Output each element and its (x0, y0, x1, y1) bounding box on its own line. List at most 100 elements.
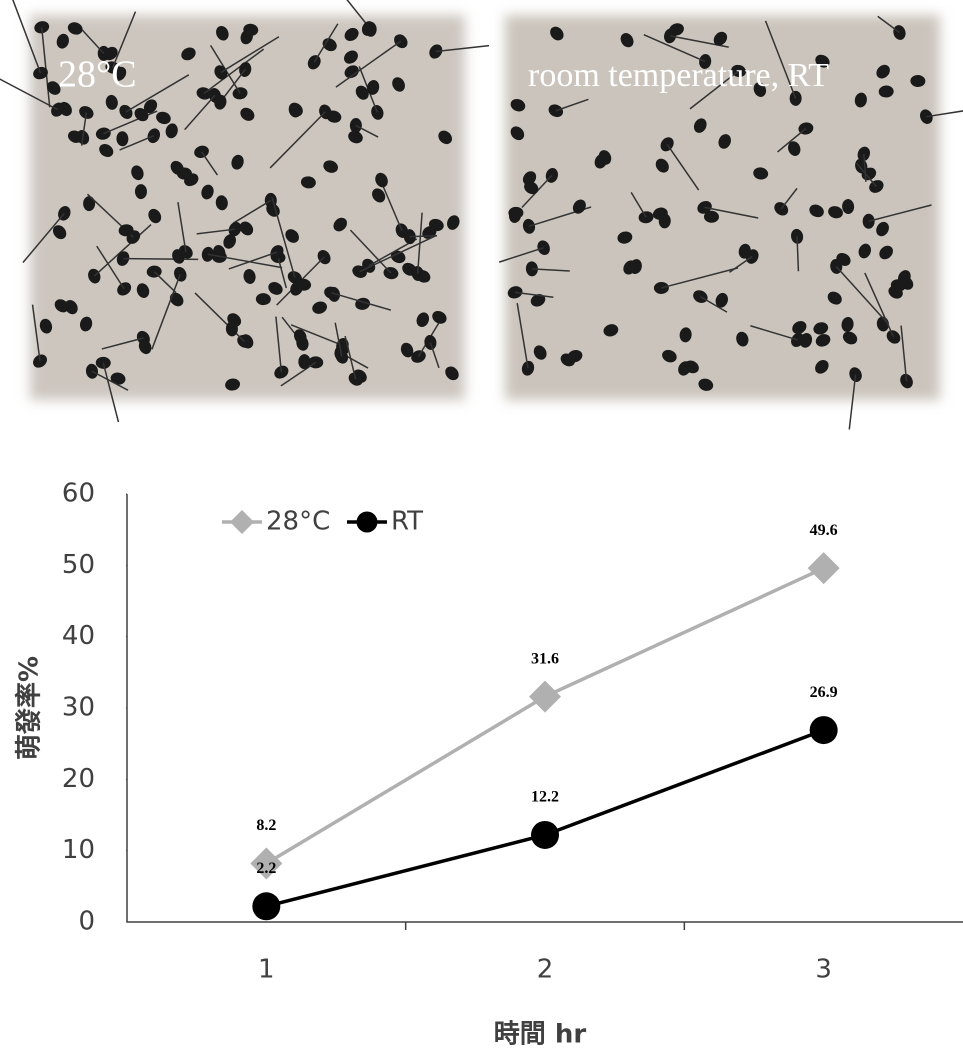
seed (842, 331, 858, 345)
seed (809, 204, 824, 218)
seed (815, 359, 829, 374)
sprout (900, 325, 908, 382)
seed (655, 158, 669, 173)
seed (143, 99, 158, 114)
seed (344, 27, 359, 42)
y-axis-title: 萌發率% (14, 656, 45, 760)
sprout (796, 236, 800, 272)
data-point (809, 716, 838, 745)
seed (703, 210, 719, 223)
data-label: 8.2 (256, 817, 276, 834)
sprout (359, 234, 437, 273)
sprout (666, 143, 700, 191)
seed (854, 92, 867, 108)
sprout (232, 199, 272, 224)
sprout (700, 295, 728, 313)
seed (39, 318, 53, 334)
sprout (349, 229, 392, 274)
seed (698, 378, 714, 391)
sprout (516, 303, 529, 369)
seed (390, 250, 406, 264)
seed (225, 321, 238, 337)
seed (438, 130, 452, 145)
seed (375, 172, 388, 188)
seed (156, 111, 171, 125)
seed (136, 283, 150, 298)
data-label: 49.6 (810, 522, 838, 539)
seed (510, 126, 525, 141)
sprout (864, 272, 895, 338)
sprout (112, 11, 137, 68)
seed (285, 229, 299, 243)
sprout (334, 322, 343, 357)
sprout (704, 206, 759, 219)
seed (290, 281, 303, 296)
y-tick-label: 50 (62, 550, 95, 580)
sprout (91, 370, 129, 391)
seed (165, 123, 178, 139)
x-tick-label: 2 (537, 955, 554, 985)
seed (533, 345, 547, 360)
sprout (93, 223, 152, 277)
seed (67, 22, 83, 35)
sprout (877, 15, 900, 34)
sprout (40, 27, 51, 108)
seed (344, 50, 358, 64)
sprout (409, 234, 438, 238)
data-label: 26.9 (810, 684, 838, 701)
y-tick-label: 40 (62, 621, 95, 651)
seed (713, 31, 728, 46)
sprout (335, 40, 402, 88)
sprout (271, 196, 296, 278)
seed (530, 293, 546, 307)
sprout (269, 111, 326, 169)
seed (788, 141, 801, 156)
seed (693, 118, 707, 133)
seed (598, 150, 612, 165)
seed (858, 243, 871, 259)
sprout (151, 273, 181, 350)
sprout (531, 268, 570, 272)
seed (231, 154, 244, 170)
series-line (265, 728, 825, 909)
legend-label: RT (391, 507, 423, 537)
sprout (207, 253, 283, 269)
sprout (764, 20, 797, 99)
seed (223, 234, 236, 249)
sprout (555, 98, 589, 112)
seed (298, 354, 311, 370)
sprout (22, 212, 65, 264)
seed (879, 245, 893, 260)
seed (312, 301, 327, 314)
seed (813, 322, 829, 335)
sprout (125, 74, 190, 113)
sprout (0, 78, 59, 111)
data-point (529, 680, 561, 713)
photo-label: room temperature, RT (528, 57, 829, 94)
seed (255, 293, 271, 306)
sprout (429, 342, 440, 369)
legend-marker (230, 510, 254, 534)
seed (103, 46, 118, 61)
sprout (80, 28, 105, 54)
seed (815, 54, 830, 68)
sprout (290, 324, 343, 347)
seed (134, 107, 149, 122)
seed (240, 107, 255, 121)
legend-label: 28°C (266, 507, 330, 537)
seed (116, 131, 129, 147)
sprout (661, 267, 739, 289)
sprout (123, 257, 199, 261)
seed (842, 199, 855, 215)
data-point (252, 892, 281, 921)
seed (876, 221, 889, 237)
sprout (643, 34, 706, 63)
seed (447, 215, 460, 230)
seed (99, 143, 114, 158)
sprout (498, 246, 544, 263)
seed (268, 282, 283, 295)
seed (118, 224, 134, 237)
sprout (835, 265, 889, 324)
